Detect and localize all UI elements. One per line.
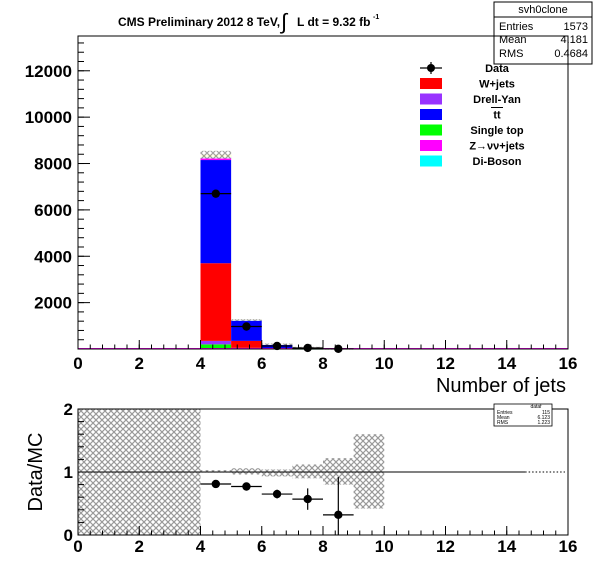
ratio-point-0 [211,479,221,489]
top-x-tick-label-5: 10 [375,354,394,373]
top-y-tick-label-5: 12000 [25,62,72,81]
top-y-tick-label-1: 4000 [34,247,72,266]
stats-entries-label: Entries [499,21,534,33]
ratio-y-tick-label-0: 0 [64,526,73,545]
ratio-point-3 [303,494,312,504]
ratio-x-tick-label-4: 8 [318,537,327,556]
stack-bar-2-bin-0 [200,263,232,341]
stacked-bars [78,150,568,350]
stack-bar-1-bin-0 [200,340,232,345]
legend: Data W+jets Drell-Yan tt Single top Z→νν+jets… [420,62,525,168]
ratio-band-2 [231,468,262,475]
ratio-x-tick-label-3: 6 [257,537,266,556]
top-y-tick-label-0: 2000 [34,294,72,313]
top-axes: 0 2 4 6 8 10 12 14 16 2000 4000 6000 8000 10000 12000 [25,42,578,373]
data-point-3 [303,343,312,353]
mc-uncertainty-bin-1 [231,319,262,321]
stats-rms-value: 0.4684 [554,48,588,60]
ratio-y-axis-label: Data/MC [25,433,47,512]
top-x-tick-label-7: 14 [497,354,516,373]
ratio-point-2 [272,489,282,499]
legend-label-3: tt [493,110,501,122]
stack-bar-3-bin-0 [200,160,232,264]
legend-label-2: Drell-Yan [473,94,521,106]
data-point-1 [242,322,251,331]
ratio-x-tick-label-0: 0 [73,537,82,556]
ratio-y-tick-label-2: 2 [64,400,73,419]
title-lumi-exponent: -1 [373,14,379,21]
ratio-x-tick-label-6: 12 [436,537,455,556]
main-histogram-plot: 0 2 4 6 8 10 12 14 1620004000600080001000012000 … [25,35,578,373]
ratio-stats-entries-value: 115 [542,410,550,416]
legend-swatch-4 [420,124,442,136]
top-x-tick-label-4: 8 [318,354,327,373]
ratio-x-tick-label-5: 10 [375,537,394,556]
ratio-stats-rms-label: RMS [497,420,509,426]
stats-box-top: svh0clone Entries 1573 Mean 4.181 RMS 0.… [493,1,593,65]
top-x-tick-label-3: 6 [257,354,266,373]
ratio-stats-mean-value: 6.123 [537,415,550,421]
stats-mean-value: 4.181 [560,34,588,46]
top-x-tick-label-6: 12 [436,354,455,373]
legend-label-1: W+jets [479,79,515,91]
top-x-tick-label-2: 4 [196,354,206,373]
legend-label-6: Di-Boson [473,156,522,168]
ratio-band-6 [353,434,385,509]
ratio-stats-entries-label: Entries [497,410,513,416]
ratio-point-4 [334,510,343,520]
stack-bar-3-bin-1 [231,320,262,341]
stats-entries-value: 1573 [564,21,588,33]
legend-swatch-3 [420,109,442,120]
legend-swatch-2 [420,93,442,105]
stats-box-name: svh0clone [518,4,568,16]
top-x-tick-label-1: 2 [135,354,144,373]
legend-marker-0 [427,64,435,72]
legend-swatch-1 [420,78,442,89]
ratio-x-tick-label-8: 16 [559,537,578,556]
mc-uncertainty-bin-0 [200,150,232,159]
ratio-y-tick-label-1: 1 [64,463,73,482]
stack-bar-0-bin-0 [200,344,232,349]
top-y-tick-label-2: 6000 [34,201,72,220]
stats-rms-label: RMS [499,48,523,60]
legend-label-0: Data [485,63,510,75]
title-lumi-text: L dt = 9.32 fb [297,15,370,29]
ratio-x-tick-label-2: 4 [196,537,206,556]
top-y-tick-label-4: 10000 [25,108,72,127]
data-point-0 [211,189,221,198]
stats-mean-label: Mean [499,34,527,46]
x-axis-label: Number of jets [436,375,566,397]
stack-bar-2-bin-1 [231,340,262,348]
main-title: CMS Preliminary 2012 8 TeV, ∫ L dt = 9.3… [118,9,379,34]
stats-box-ratio: dataf Entries 115 Mean 6.123 RMS 1.223 [493,403,553,427]
ratio-stats-name: dataf [530,404,542,410]
title-main-text: CMS Preliminary 2012 8 TeV, [118,15,280,29]
ratio-stats-rms-value: 1.223 [537,420,550,426]
legend-swatch-5 [420,140,442,151]
title-integral-text: ∫ [279,9,289,34]
ratio-band-1 [200,470,232,473]
data-point-2 [272,341,282,351]
ratio-stats-mean-label: Mean [497,415,510,421]
legend-swatch-6 [420,155,442,167]
ratio-point-1 [242,482,251,491]
legend-label-5: Z→νν+jets [469,141,524,153]
top-x-tick-label-8: 16 [559,354,578,373]
top-x-tick-label-0: 0 [73,354,82,373]
ratio-x-tick-label-1: 2 [135,537,144,556]
ratio-x-tick-label-7: 14 [497,537,516,556]
ratio-points [200,477,354,535]
stack-bar-4-bin-0 [200,157,232,161]
ratio-band-4 [292,464,323,479]
top-y-tick-label-3: 8000 [34,155,72,174]
ratio-band-3 [261,469,293,477]
data-points [200,189,354,354]
legend-label-4: Single top [470,125,523,137]
